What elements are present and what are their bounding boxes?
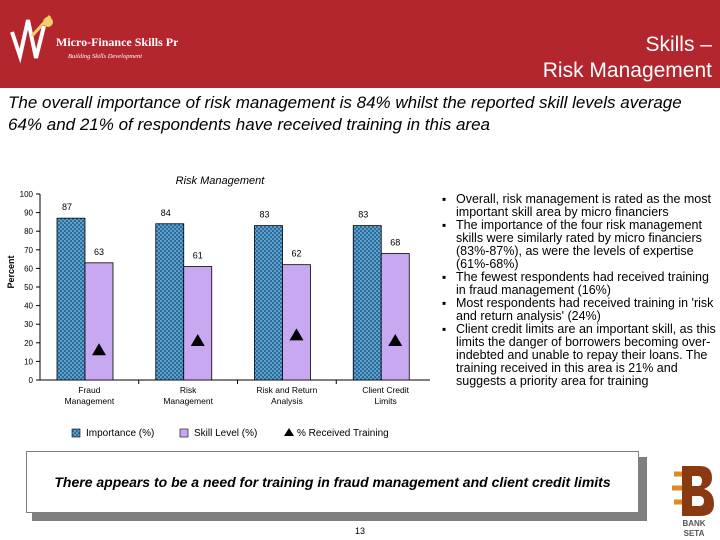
title-line-1: Skills – [645,33,712,56]
category-label: Risk [180,385,197,395]
category-label: Management [163,396,213,406]
training-markers [92,328,403,356]
skill-value-label: 61 [193,251,203,261]
finding-item: Client credit limits are an important sk… [440,323,718,388]
y-tick-label: 0 [29,376,34,385]
finding-item: Most respondents had received training i… [440,297,718,323]
training-marker [190,333,205,346]
finding-item: The importance of the four risk manageme… [440,219,718,271]
importance-value-label: 87 [62,202,72,212]
skill-level-bar [380,253,410,381]
training-marker [92,343,106,356]
importance-bar [155,223,185,381]
findings-list: Overall, risk management is rated as the… [440,193,718,388]
y-tick-label: 80 [24,227,33,236]
axes: 0102030405060708090100FraudManagementRis… [20,190,430,406]
importance-bar [56,217,86,381]
skill-value-label: 62 [291,249,301,259]
logo-text: Micro-Finance Skills Project [56,35,178,49]
data-labels: 87 63 84 61 83 62 83 68 [62,202,400,260]
risk-management-chart: Risk Management Percent 0 10 20 30 40 50 60 70 8… [6,175,430,439]
skill-value-label: 68 [390,238,400,248]
category-label: Management [65,396,115,406]
importance-value-label: 83 [358,210,368,220]
legend-label-importance: Importance (%) [86,428,154,439]
y-tick-label: 20 [24,339,33,348]
micro-finance-logo: Micro-Finance Skills Project Building Sk… [6,6,178,80]
chart-title: Risk Management [176,175,266,187]
y-axis-label: Percent [6,255,16,288]
importance-value-label: 83 [259,210,269,220]
importance-bar [352,225,382,381]
slide-subtitle: The overall importance of risk managemen… [8,93,682,134]
y-tick-label: 100 [20,190,34,199]
category-label: Fraud [78,385,100,395]
importance-value-label: 84 [161,208,171,218]
finding-item: The fewest respondents had received trai… [440,271,718,297]
legend-swatch-training [284,428,294,436]
y-tick-label: 40 [24,302,33,311]
y-tick-label: 60 [24,264,33,273]
header-banner: Micro-Finance Skills Project Building Sk… [0,0,720,88]
logo-tagline: Building Skills Development [68,53,142,60]
skill-level-bar [282,264,311,381]
y-tick-label: 10 [24,357,33,366]
chart-legend: Importance (%) Skill Level (%) % Received … [71,428,389,439]
training-marker [289,328,304,341]
legend-label-skill: Skill Level (%) [194,428,257,439]
category-label: Risk and Return [256,385,317,395]
bars [56,217,410,381]
category-label: Analysis [271,396,303,406]
bank-seta-logo: BANK SETA [668,462,720,538]
slide-title: Skills – Risk Management [543,32,712,84]
skill-value-label: 63 [94,247,104,257]
legend-swatch-importance [71,428,81,438]
bank-logo-line1: BANK [682,519,705,528]
finding-item: Overall, risk management is rated as the… [440,193,718,219]
title-line-2: Risk Management [542,59,712,82]
training-marker [388,333,403,346]
category-label: Limits [375,396,397,406]
y-tick-label: 70 [24,246,33,255]
skill-level-bar [183,266,213,381]
y-tick-label: 50 [24,283,33,292]
category-label: Client Credit [362,385,409,395]
skill-level-bar [84,262,114,381]
y-tick-label: 90 [24,209,33,218]
legend-swatch-skill [179,428,189,438]
conclusion-callout: There appears to be a need for training … [26,451,639,513]
importance-bar [254,225,283,381]
page-number: 13 [354,526,365,536]
y-tick-label: 30 [24,320,33,329]
legend-label-training: % Received Training [297,428,389,439]
bank-logo-line2: SETA [684,529,705,538]
